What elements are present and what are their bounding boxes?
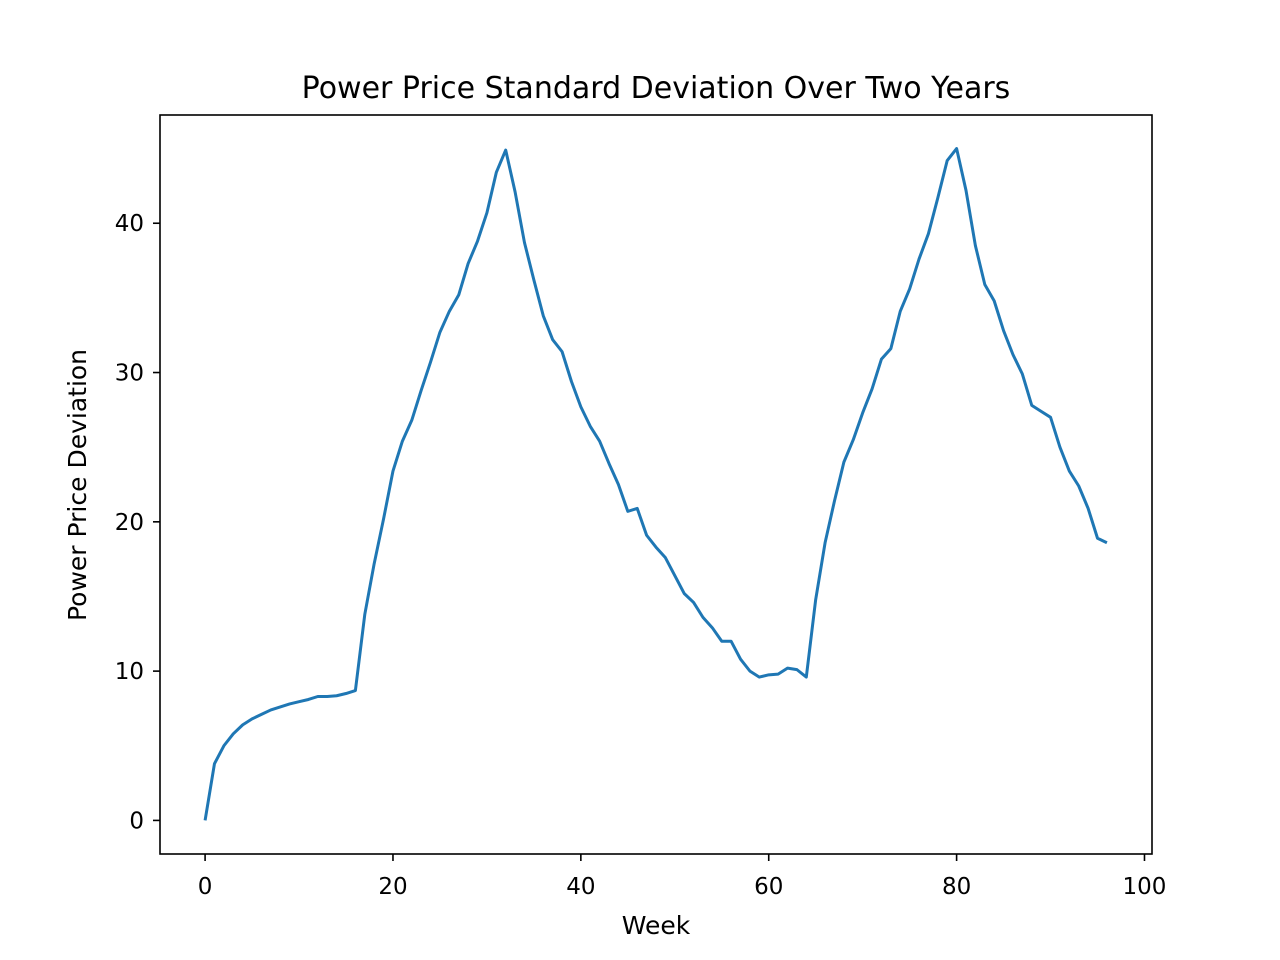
x-tick-label: 60 [754, 874, 783, 900]
x-tick-label: 100 [1123, 874, 1167, 900]
plot-area [203, 147, 1108, 821]
x-axis: 0 20 40 60 80 100 [198, 854, 1167, 900]
x-tick-label: 40 [566, 874, 595, 900]
y-tick-label: 20 [115, 510, 144, 536]
series-line-0 [203, 147, 1108, 821]
y-tick-label: 10 [115, 659, 144, 685]
x-axis-label: Week [622, 911, 691, 940]
x-tick-label: 80 [942, 874, 971, 900]
y-axis-label: Power Price Deviation [63, 349, 92, 621]
y-tick-label: 40 [115, 211, 144, 237]
y-axis: 0 10 20 30 40 [115, 211, 160, 834]
x-tick-label: 20 [378, 874, 407, 900]
y-tick-label: 30 [115, 361, 144, 387]
y-tick-label: 0 [129, 808, 144, 834]
x-tick-label: 0 [198, 874, 213, 900]
chart-title: Power Price Standard Deviation Over Two … [302, 71, 1011, 106]
axes-frame [159, 114, 1153, 855]
